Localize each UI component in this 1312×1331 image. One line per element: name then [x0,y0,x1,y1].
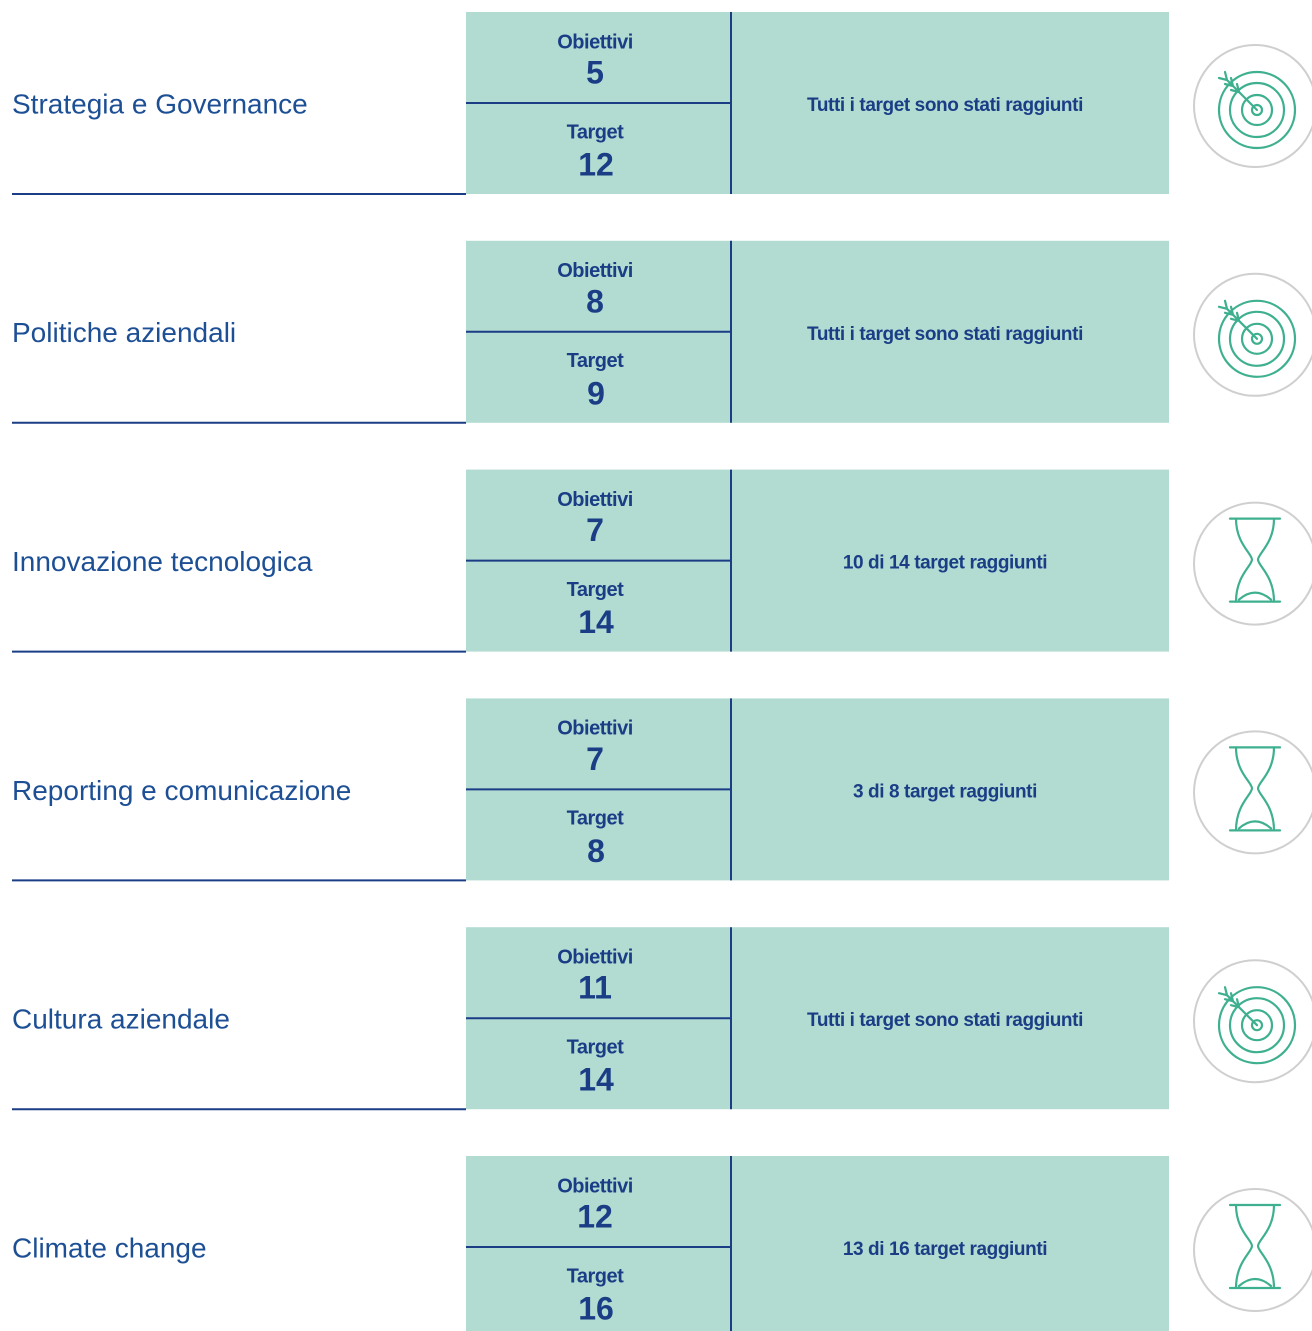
obiettivi-label: Obiettivi [557,1175,633,1197]
target-ring [1228,997,1286,1054]
row-name: Climate change [12,1232,207,1263]
target-ring [1250,332,1264,345]
icon-circle [1193,959,1312,1084]
hourglass-sand [1237,820,1273,830]
hourglass-glass [1234,517,1276,603]
icon-hourglass [1228,517,1282,603]
status: 10 di 14 target raggiunti [843,553,1047,574]
arrow-fletch [1217,299,1241,322]
obiettivi-value: 7 [586,741,604,777]
target-value: 8 [587,833,605,869]
row-name: Strategia e Governance [12,88,308,119]
target-value: 14 [578,1062,614,1098]
obiettivi-value: 11 [578,970,612,1006]
icon-target [1217,986,1297,1065]
target-value: 16 [578,1290,614,1326]
icon-circle [1193,1188,1312,1312]
status: 13 di 16 target raggiunti [843,1239,1047,1260]
target-label: Target [567,579,624,601]
target-ring [1228,81,1286,139]
status: Tutti i target sono stati raggiunti [807,1010,1083,1031]
target-label: Target [567,808,624,830]
icon-circle [1193,501,1312,626]
target-ring [1250,103,1264,117]
row-name: Reporting e comunicazione [12,775,351,806]
obiettivi-value: 8 [586,283,604,319]
row-name: Politiche aziendali [12,317,236,348]
target-label: Target [567,1036,624,1058]
hourglass-glass [1234,746,1276,832]
target-ring [1240,93,1274,127]
icon-hourglass [1228,746,1282,832]
target-ring [1240,322,1274,355]
row-name: Cultura aziendale [12,1004,230,1035]
icon-circle [1193,44,1312,168]
target-value: 14 [578,604,614,640]
icon-circle [1193,272,1312,397]
obiettivi-label: Obiettivi [557,946,633,968]
obiettivi-label: Obiettivi [557,31,633,53]
hourglass-sand [1237,591,1273,601]
target-ring [1240,1009,1274,1042]
target-label: Target [567,1265,624,1287]
obiettivi-value: 7 [586,512,604,548]
hourglass-sand [1237,1277,1273,1288]
target-label: Target [567,121,624,143]
target-ring [1217,299,1297,378]
target-ring [1217,70,1297,150]
obiettivi-value: 12 [577,1198,613,1234]
obiettivi-label: Obiettivi [557,260,633,282]
icon-target [1217,70,1297,150]
row-box [466,1156,1169,1331]
status: Tutti i target sono stati raggiunti [807,324,1083,345]
target-ring [1250,1019,1264,1032]
row-name: Innovazione tecnologica [12,546,313,577]
target-ring [1217,986,1297,1065]
status: Tutti i target sono stati raggiunti [807,95,1083,116]
icon-hourglass [1228,1203,1282,1290]
obiettivi-label: Obiettivi [557,718,633,740]
arrow-fletch [1217,986,1241,1009]
target-label: Target [567,350,624,372]
icon-circle [1193,730,1312,855]
target-value: 9 [587,375,605,411]
obiettivi-label: Obiettivi [557,489,633,511]
arrow-fletch [1217,70,1241,94]
status: 3 di 8 target raggiunti [853,781,1037,802]
target-value: 12 [578,146,614,182]
target-ring [1228,310,1286,367]
obiettivi-value: 5 [586,54,604,90]
icon-target [1217,299,1297,378]
hourglass-glass [1234,1203,1276,1290]
